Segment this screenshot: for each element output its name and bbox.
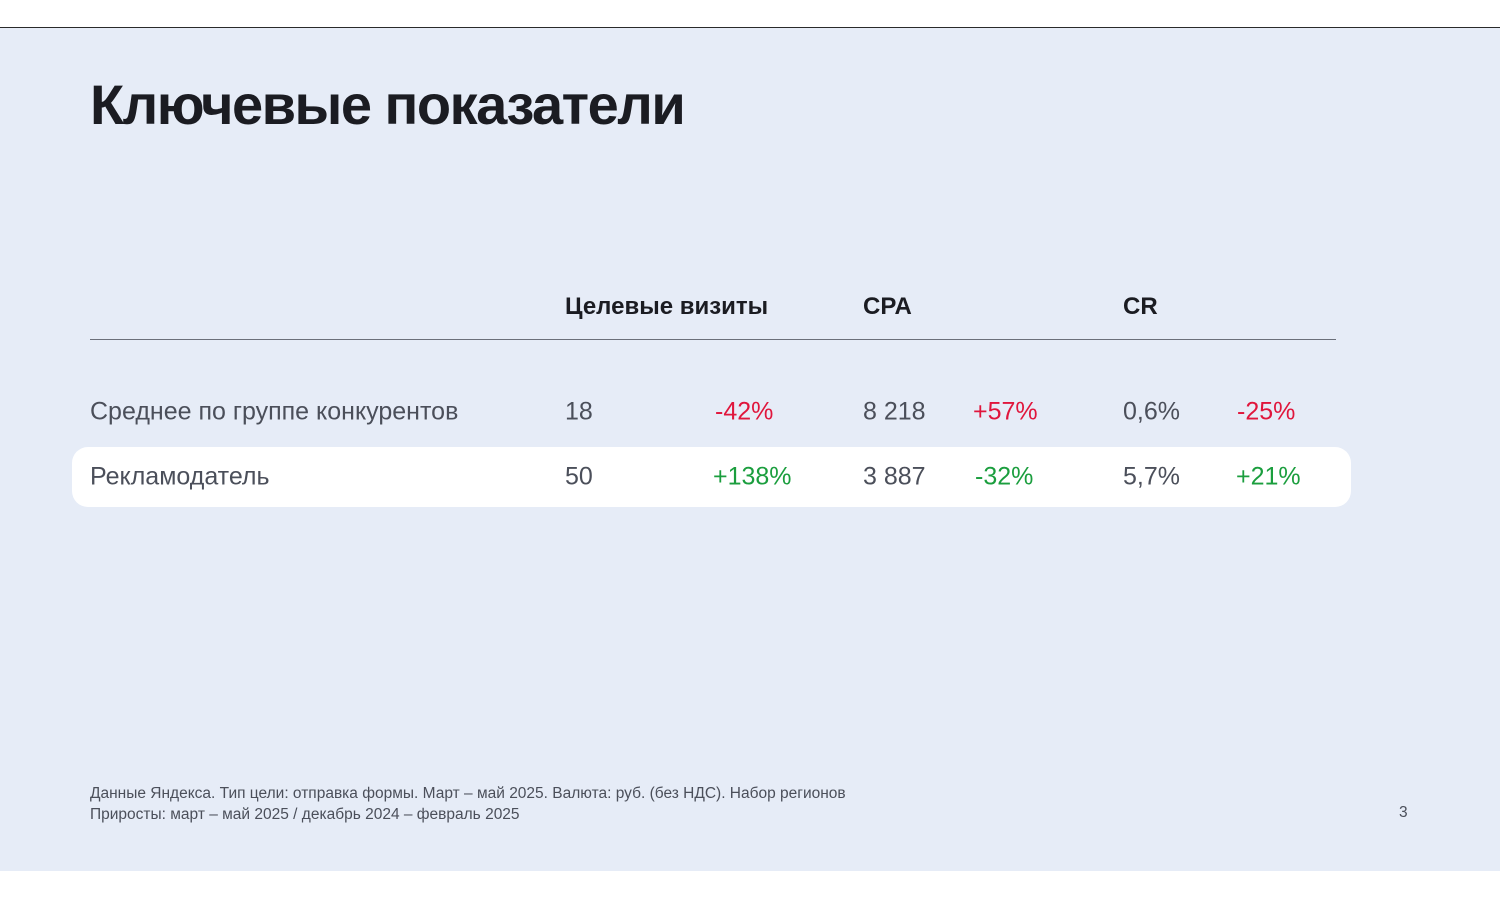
table-row-competitors: Среднее по группе конкурентов 18 -42% 8 … [90, 382, 1336, 442]
cr-change: +21% [1236, 462, 1301, 491]
page-title: Ключевые показатели [90, 73, 686, 136]
footnote: Данные Яндекса. Тип цели: отправка формы… [90, 783, 846, 825]
header-cr: CR [1123, 293, 1158, 320]
header-divider [90, 339, 1336, 340]
page-number: 3 [1399, 804, 1408, 821]
cpa-change: +57% [973, 397, 1038, 426]
header-cpa: CPA [863, 293, 912, 320]
cr-value: 5,7% [1123, 462, 1180, 491]
footnote-line-2: Приросты: март – май 2025 / декабрь 2024… [90, 806, 520, 823]
footnote-line-1: Данные Яндекса. Тип цели: отправка формы… [90, 785, 846, 802]
visits-value: 18 [565, 397, 593, 426]
visits-change: +138% [713, 462, 792, 491]
header-target-visits: Целевые визиты [565, 293, 769, 320]
cr-change: -25% [1237, 397, 1296, 426]
slide: Ключевые показатели Целевые визиты CPA C… [0, 28, 1500, 871]
cpa-change: -32% [975, 462, 1034, 491]
cpa-value: 3 887 [863, 462, 926, 491]
cr-value: 0,6% [1123, 397, 1180, 426]
table-row-advertiser: Рекламодатель 50 +138% 3 887 -32% 5,7% +… [72, 447, 1351, 507]
visits-change: -42% [715, 397, 774, 426]
top-divider [0, 27, 1500, 28]
row-label: Среднее по группе конкурентов [90, 397, 459, 426]
cpa-value: 8 218 [863, 397, 926, 426]
row-label: Рекламодатель [90, 462, 270, 491]
visits-value: 50 [565, 462, 593, 491]
